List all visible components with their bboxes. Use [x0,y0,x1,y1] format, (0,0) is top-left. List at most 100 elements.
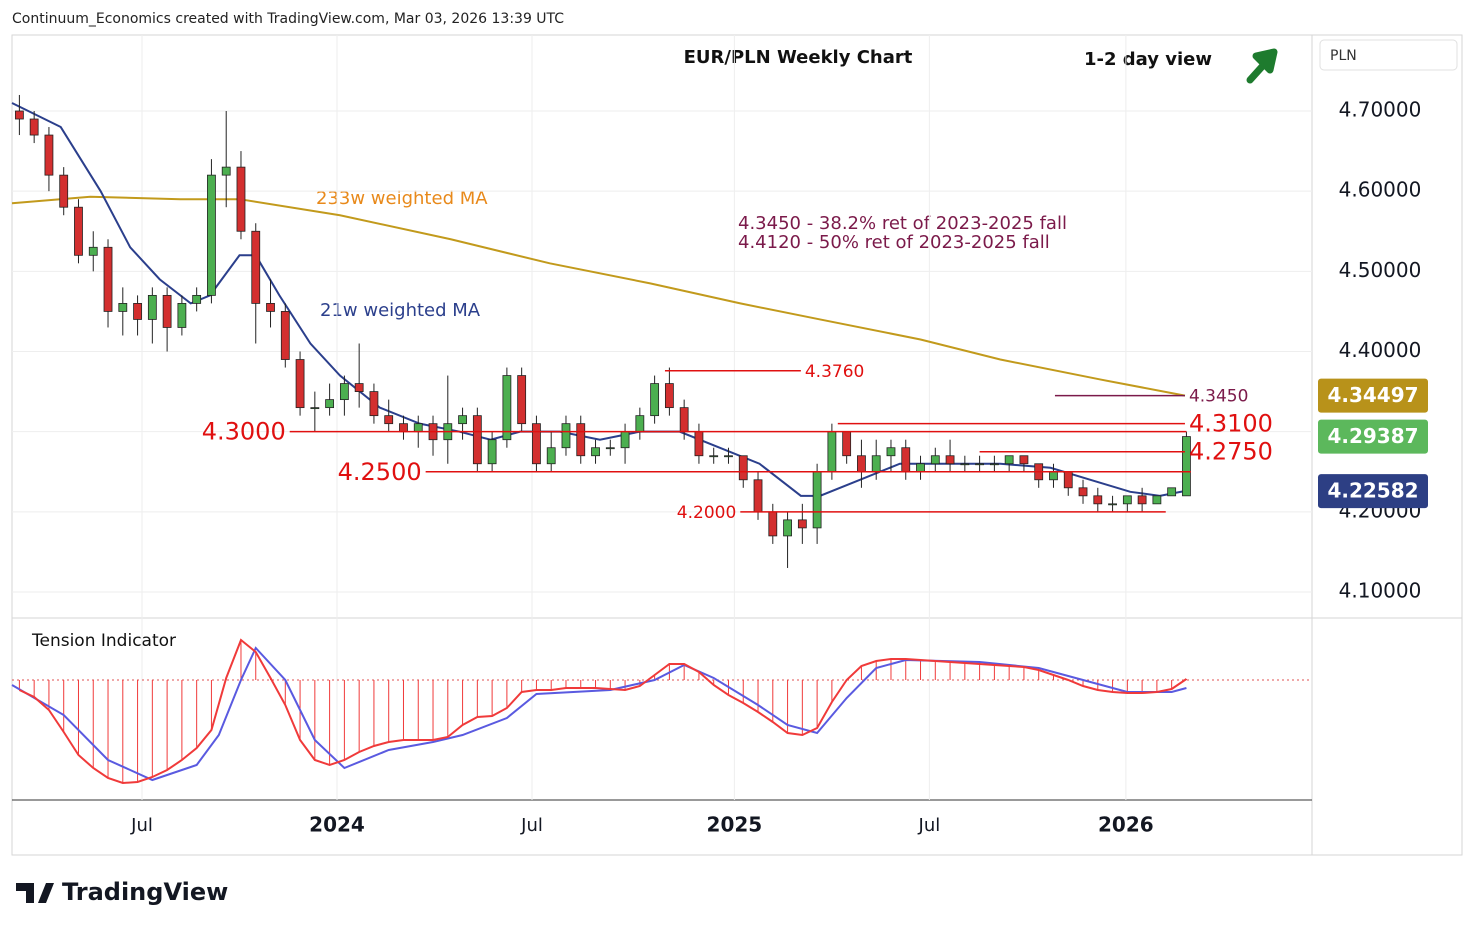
candle-body [546,447,556,465]
candle-body [724,455,733,458]
candle-body [620,431,630,449]
candle-body [1182,436,1191,497]
price-badge-label: 4.34497 [1327,383,1418,407]
candle-body [886,447,896,457]
indicator-line [11,646,1187,782]
level-label: 4.3450 [1189,387,1248,407]
candle-body [44,134,54,176]
candle-body [1137,495,1147,505]
y-tick-label: 4.60000 [1339,178,1422,202]
x-tick-label: Jul [130,815,153,836]
annotation: 4.4120 - 50% ret of 2023-2025 fall [738,232,1050,253]
candle-body [797,519,807,529]
candle-body [1078,487,1088,497]
price-badge [1318,378,1428,413]
candle-body [502,375,512,441]
candle-body [251,230,261,304]
candle-body [280,311,290,360]
candle-body [310,407,320,410]
candle-body [1063,471,1073,489]
candle-body [1108,503,1117,506]
candle-body [664,383,674,409]
candle-body [221,166,231,176]
unit-box[interactable] [1319,39,1458,71]
level-label: 4.3760 [805,362,864,382]
y-tick-label: 4.10000 [1339,579,1422,603]
candle-body [871,455,881,473]
candle-body [88,246,98,256]
candle-body [1004,455,1014,465]
candle-body [295,359,305,409]
candle-body [266,303,275,312]
candle-body [1152,495,1162,505]
candle-body [679,407,689,433]
candle-body [162,294,172,328]
y-tick-label: 4.50000 [1339,258,1422,282]
candle-body [916,463,925,473]
candle-body [399,423,408,433]
candle-body [74,206,83,256]
candle-body [458,415,467,425]
candle-body [59,174,69,208]
candle-body [207,174,216,296]
candle-body [1049,471,1058,481]
candle-body [591,447,600,457]
candle-body [325,399,335,409]
candle-body [768,511,778,537]
candle-body [694,431,704,457]
candle-body [738,455,748,481]
candle-body [354,383,364,392]
level-label: 4.2500 [338,458,422,486]
candle-body [472,415,482,465]
x-tick-label: Jul [520,815,543,836]
candle-body [133,303,142,320]
x-tick-label: 2024 [309,813,365,837]
brand-name: TradingView [62,878,228,906]
chart-subtitle: 1-2 day view [1084,49,1212,70]
candle-body [1167,487,1177,497]
candle-body [576,423,586,457]
moving-average [11,195,1186,397]
candle-body [901,447,911,473]
candle-body [783,519,792,537]
price-badge [1318,474,1428,509]
candle-body [561,423,571,449]
indicator-line [18,638,1187,785]
level-label: 4.3100 [1189,410,1273,438]
level-label: 4.2000 [677,503,736,523]
candle-body [857,455,866,473]
candle-body [177,303,187,328]
candle-body [1093,495,1103,505]
candle-body [1019,455,1029,465]
candle-body [532,423,541,465]
candle-body [14,110,24,120]
candle-body [103,246,113,312]
candle-body [236,166,246,232]
candle-body [930,455,940,465]
candle-body [384,415,394,425]
candle-body [605,447,615,450]
y-tick-label: 4.70000 [1339,98,1422,122]
candle-body [753,479,763,513]
price-badge [1318,419,1428,454]
indicator-title: Tension Indicator [31,631,176,651]
candle-body [29,118,39,136]
candle-body [1122,495,1132,505]
candle-body [413,423,423,433]
candle-body [369,391,379,417]
candle-body [989,463,999,466]
price-badge-label: 4.22582 [1327,479,1418,503]
candle-body [960,463,970,466]
x-tick-label: Jul [918,815,941,836]
candle-body [339,383,349,401]
credit: Continuum_Economics created with Trading… [12,11,564,27]
candle-body [487,439,497,465]
candle-body [975,463,985,466]
ma-label: 233w weighted MA [316,188,488,209]
y-tick-label: 4.40000 [1339,338,1422,362]
candle-body [945,455,955,465]
grid [12,35,1312,800]
level-label: 4.2750 [1189,438,1273,466]
